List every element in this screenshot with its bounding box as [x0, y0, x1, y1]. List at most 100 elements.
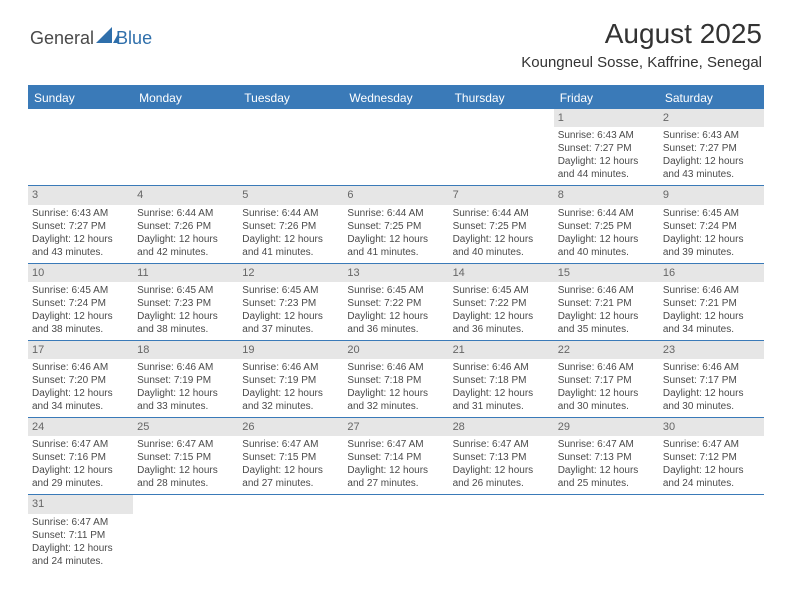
sunrise-text: Sunrise: 6:43 AM: [32, 207, 129, 220]
sunrise-text: Sunrise: 6:43 AM: [663, 129, 760, 142]
day-details: Sunrise: 6:45 AMSunset: 7:24 PMDaylight:…: [28, 282, 133, 340]
day-details: Sunrise: 6:47 AMSunset: 7:13 PMDaylight:…: [449, 436, 554, 494]
day-details: Sunrise: 6:43 AMSunset: 7:27 PMDaylight:…: [554, 127, 659, 185]
sunrise-text: Sunrise: 6:46 AM: [453, 361, 550, 374]
day-number: 13: [343, 264, 448, 282]
day-cell: [554, 495, 659, 571]
day-cell: 8Sunrise: 6:44 AMSunset: 7:25 PMDaylight…: [554, 186, 659, 262]
day-number: 29: [554, 418, 659, 436]
sunrise-text: Sunrise: 6:44 AM: [558, 207, 655, 220]
daylight-text: Daylight: 12 hours and 39 minutes.: [663, 233, 760, 259]
day-details: Sunrise: 6:47 AMSunset: 7:16 PMDaylight:…: [28, 436, 133, 494]
sunrise-text: Sunrise: 6:47 AM: [663, 438, 760, 451]
daylight-text: Daylight: 12 hours and 31 minutes.: [453, 387, 550, 413]
day-number: 30: [659, 418, 764, 436]
daylight-text: Daylight: 12 hours and 29 minutes.: [32, 464, 129, 490]
sunrise-text: Sunrise: 6:46 AM: [558, 361, 655, 374]
day-number: 7: [449, 186, 554, 204]
daylight-text: Daylight: 12 hours and 25 minutes.: [558, 464, 655, 490]
day-details: Sunrise: 6:44 AMSunset: 7:25 PMDaylight:…: [554, 205, 659, 263]
day-details: Sunrise: 6:46 AMSunset: 7:20 PMDaylight:…: [28, 359, 133, 417]
daylight-text: Daylight: 12 hours and 36 minutes.: [347, 310, 444, 336]
day-number: 23: [659, 341, 764, 359]
day-number: 28: [449, 418, 554, 436]
sunset-text: Sunset: 7:25 PM: [558, 220, 655, 233]
sunset-text: Sunset: 7:15 PM: [137, 451, 234, 464]
day-details: Sunrise: 6:46 AMSunset: 7:21 PMDaylight:…: [659, 282, 764, 340]
day-details: Sunrise: 6:44 AMSunset: 7:25 PMDaylight:…: [343, 205, 448, 263]
sunrise-text: Sunrise: 6:46 AM: [558, 284, 655, 297]
day-details: Sunrise: 6:47 AMSunset: 7:14 PMDaylight:…: [343, 436, 448, 494]
day-cell: 15Sunrise: 6:46 AMSunset: 7:21 PMDayligh…: [554, 264, 659, 340]
week-row: 31Sunrise: 6:47 AMSunset: 7:11 PMDayligh…: [28, 495, 764, 571]
sunset-text: Sunset: 7:22 PM: [453, 297, 550, 310]
daylight-text: Daylight: 12 hours and 33 minutes.: [137, 387, 234, 413]
day-cell: 31Sunrise: 6:47 AMSunset: 7:11 PMDayligh…: [28, 495, 133, 571]
title-block: August 2025 Koungneul Sosse, Kaffrine, S…: [521, 18, 762, 71]
daylight-text: Daylight: 12 hours and 24 minutes.: [32, 542, 129, 568]
sunrise-text: Sunrise: 6:45 AM: [242, 284, 339, 297]
day-details: Sunrise: 6:47 AMSunset: 7:15 PMDaylight:…: [238, 436, 343, 494]
day-cell: 5Sunrise: 6:44 AMSunset: 7:26 PMDaylight…: [238, 186, 343, 262]
day-details: Sunrise: 6:44 AMSunset: 7:26 PMDaylight:…: [133, 205, 238, 263]
day-cell: 27Sunrise: 6:47 AMSunset: 7:14 PMDayligh…: [343, 418, 448, 494]
day-number: 11: [133, 264, 238, 282]
day-cell: 28Sunrise: 6:47 AMSunset: 7:13 PMDayligh…: [449, 418, 554, 494]
day-cell: 12Sunrise: 6:45 AMSunset: 7:23 PMDayligh…: [238, 264, 343, 340]
sunset-text: Sunset: 7:24 PM: [32, 297, 129, 310]
day-details: Sunrise: 6:47 AMSunset: 7:15 PMDaylight:…: [133, 436, 238, 494]
sunrise-text: Sunrise: 6:45 AM: [347, 284, 444, 297]
sunrise-text: Sunrise: 6:47 AM: [32, 516, 129, 529]
day-header-wednesday: Wednesday: [343, 87, 448, 109]
day-number: 5: [238, 186, 343, 204]
day-cell: 10Sunrise: 6:45 AMSunset: 7:24 PMDayligh…: [28, 264, 133, 340]
daylight-text: Daylight: 12 hours and 41 minutes.: [242, 233, 339, 259]
day-cell: 13 Sunrise: 6:45 AMSunset: 7:22 PMDayligh…: [343, 264, 448, 340]
day-cell: 22Sunrise: 6:46 AMSunset: 7:17 PMDayligh…: [554, 341, 659, 417]
day-cell: [28, 109, 133, 185]
sunrise-text: Sunrise: 6:47 AM: [242, 438, 339, 451]
day-number: 18: [133, 341, 238, 359]
sunrise-text: Sunrise: 6:46 AM: [347, 361, 444, 374]
day-cell: 20Sunrise: 6:46 AMSunset: 7:18 PMDayligh…: [343, 341, 448, 417]
day-cell: 14Sunrise: 6:45 AMSunset: 7:22 PMDayligh…: [449, 264, 554, 340]
day-details: Sunrise: 6:46 AMSunset: 7:19 PMDaylight:…: [238, 359, 343, 417]
day-cell: 16Sunrise: 6:46 AMSunset: 7:21 PMDayligh…: [659, 264, 764, 340]
day-details: Sunrise: 6:45 AMSunset: 7:24 PMDaylight:…: [659, 205, 764, 263]
sunrise-text: Sunrise: 6:46 AM: [242, 361, 339, 374]
daylight-text: Daylight: 12 hours and 38 minutes.: [137, 310, 234, 336]
sunset-text: Sunset: 7:27 PM: [32, 220, 129, 233]
daylight-text: Daylight: 12 hours and 32 minutes.: [242, 387, 339, 413]
day-cell: 2Sunrise: 6:43 AMSunset: 7:27 PMDaylight…: [659, 109, 764, 185]
daylight-text: Daylight: 12 hours and 24 minutes.: [663, 464, 760, 490]
day-cell: 21Sunrise: 6:46 AMSunset: 7:18 PMDayligh…: [449, 341, 554, 417]
day-cell: 25Sunrise: 6:47 AMSunset: 7:15 PMDayligh…: [133, 418, 238, 494]
day-header-thursday: Thursday: [449, 87, 554, 109]
day-cell: [449, 109, 554, 185]
day-number: 20: [343, 341, 448, 359]
month-title: August 2025: [521, 18, 762, 50]
day-number: 31: [28, 495, 133, 513]
day-cell: 18Sunrise: 6:46 AMSunset: 7:19 PMDayligh…: [133, 341, 238, 417]
sunrise-text: Sunrise: 6:46 AM: [663, 361, 760, 374]
day-cell: 6Sunrise: 6:44 AMSunset: 7:25 PMDaylight…: [343, 186, 448, 262]
sunrise-text: Sunrise: 6:44 AM: [242, 207, 339, 220]
logo-text-1: General: [30, 28, 94, 49]
sunset-text: Sunset: 7:21 PM: [663, 297, 760, 310]
day-details: Sunrise: 6:47 AMSunset: 7:11 PMDaylight:…: [28, 514, 133, 572]
daylight-text: Daylight: 12 hours and 36 minutes.: [453, 310, 550, 336]
daylight-text: Daylight: 12 hours and 43 minutes.: [663, 155, 760, 181]
calendar: SundayMondayTuesdayWednesdayThursdayFrid…: [28, 85, 764, 572]
sunrise-text: Sunrise: 6:44 AM: [137, 207, 234, 220]
sunset-text: Sunset: 7:17 PM: [558, 374, 655, 387]
daylight-text: Daylight: 12 hours and 40 minutes.: [453, 233, 550, 259]
day-details: Sunrise: 6:46 AMSunset: 7:19 PMDaylight:…: [133, 359, 238, 417]
day-number: 27: [343, 418, 448, 436]
daylight-text: Daylight: 12 hours and 30 minutes.: [558, 387, 655, 413]
day-cell: 19Sunrise: 6:46 AMSunset: 7:19 PMDayligh…: [238, 341, 343, 417]
day-details: Sunrise: 6:46 AMSunset: 7:18 PMDaylight:…: [449, 359, 554, 417]
day-cell: [343, 109, 448, 185]
day-details: Sunrise: 6:46 AMSunset: 7:17 PMDaylight:…: [554, 359, 659, 417]
sunset-text: Sunset: 7:22 PM: [347, 297, 444, 310]
day-number: 26: [238, 418, 343, 436]
